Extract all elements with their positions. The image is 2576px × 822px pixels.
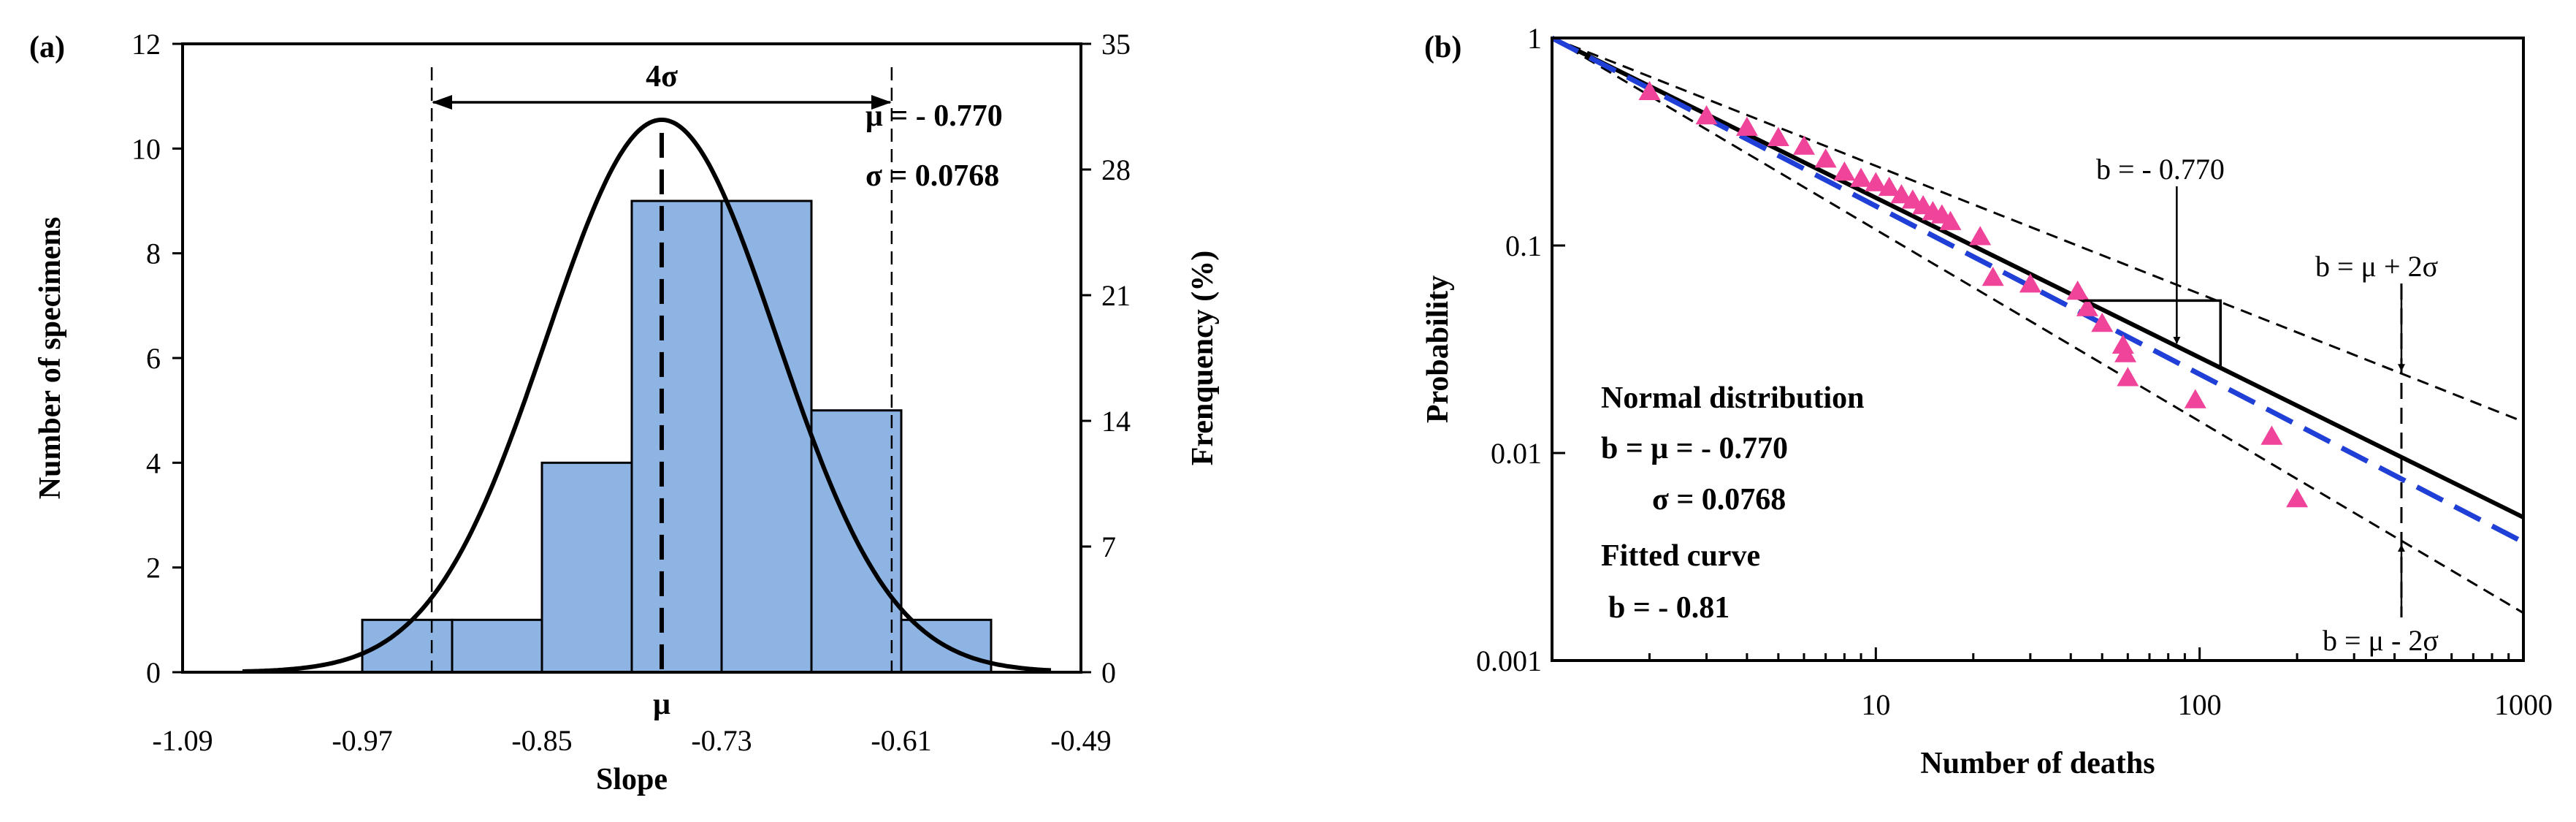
b-lower-annotation: b = μ - 2σ [2323,624,2439,657]
normal-distribution-curve [242,118,1052,674]
data-point-triangle [2076,297,2098,316]
normal-sigma-text: σ = 0.0768 [1652,483,1786,517]
data-point-triangle [2066,281,2089,300]
x-axis-ticks-log: 10 100 1000 [1551,647,2553,721]
y2-axis-label-a: Frenquency (%) [1186,251,1220,465]
data-points [1638,80,2309,508]
y-axis-label-b: Probability [1421,275,1455,423]
x-axis-label-b: Number of deaths [1920,747,2155,780]
data-point-triangle [1939,210,1962,230]
x-tick-label: -0.85 [511,724,572,757]
data-point-triangle [1735,116,1758,136]
data-point-triangle [2184,389,2206,408]
normal-b-text: b = μ = - 0.770 [1601,432,1788,465]
x-tick-label: -0.49 [1050,724,1111,757]
data-point-triangle [1850,167,1873,187]
x-tick-label: -0.61 [871,724,931,757]
upper-line [1551,37,2524,423]
panel-a-label: (a) [29,31,65,64]
b-upper-annotation: b = μ + 2σ [2315,250,2438,283]
mu-value-text: μ = - 0.770 [865,99,1003,133]
data-point-triangle [1814,148,1837,168]
histogram-bars [361,199,993,674]
x-tick-label: 100 [2178,688,2222,721]
sigma-value-text: σ = 0.0768 [865,159,999,193]
y-tick-label: 6 [146,342,161,375]
y-axis-label-a: Number of specimens [34,217,67,500]
y-tick-label: 12 [131,28,161,61]
histogram-bar [451,618,543,674]
histogram-bar [540,461,633,674]
slope-triangle [2084,299,2222,368]
b-mean-annotation: b = - 0.770 [2096,153,2225,186]
histogram-bar [630,199,723,674]
y-tick-label: 1 [1527,22,1542,55]
y2-tick-label: 21 [1101,279,1131,312]
y2-tick-label: 35 [1101,28,1131,61]
x-tick-label: -0.97 [332,724,392,757]
y2-tick-label: 28 [1101,153,1131,186]
loglog-panel: (b) 10 100 1000 10.10.010.001 b = - 0.770 … [1421,22,2553,780]
y-axis-ticks: 0 2 4 6 8 10 12 [131,28,183,689]
y-tick-label: 0.001 [1476,644,1542,677]
mu-axis-label: μ [653,688,670,721]
data-point-triangle [1969,226,1992,246]
x-axis-ticks: -1.09 -0.97 -0.85 -0.73 -0.61 -0.49 [152,662,1112,757]
x-tick-label: -1.09 [152,724,213,757]
y-tick-label: 0 [146,656,161,689]
x-axis-label-a: Slope [596,763,668,796]
x-tick-label: -0.73 [691,724,752,757]
lower-line [1551,37,2524,614]
mean-line [1551,36,2525,520]
data-point-triangle [2114,343,2137,362]
x-tick-label: 1000 [2494,688,2553,721]
data-point-triangle [1695,104,1718,125]
data-point-triangle [1767,126,1789,146]
y-tick-label: 8 [146,237,161,270]
histogram-panel: (a) 4σ μ = - 0.770 σ = 0.0768 μ -1.09 -0.… [29,28,1220,796]
data-point-triangle [2286,488,2309,508]
y-tick-label: 0.1 [1505,229,1542,262]
plot-frame-b [1551,37,2525,662]
histogram-bar [720,199,813,674]
data-point-triangle [1981,266,2004,286]
data-point-triangle [1890,183,1913,204]
data-point-triangle [1638,80,1661,100]
y-tick-label: 2 [146,552,161,585]
y-tick-label: 0.01 [1491,437,1542,470]
data-point-triangle [1792,135,1815,155]
x-tick-label: 10 [1861,688,1890,721]
data-point-triangle [1865,172,1887,191]
y2-tick-label: 14 [1101,405,1131,438]
normal-distribution-title: Normal distribution [1601,381,1865,415]
fitted-curve-title: Fitted curve [1601,539,1760,573]
y-axis-ticks-log: 1 0.1 0.01 0.001 [1476,22,1565,677]
fitted-b-text: b = - 0.81 [1608,591,1730,625]
panel-b-label: (b) [1424,31,1461,64]
data-point-triangle [1833,161,1856,181]
four-sigma-label: 4σ [646,60,678,94]
data-point-triangle [2117,367,2139,387]
y2-axis-ticks: 0 7 14 21 28 35 [1081,28,1131,689]
data-point-triangle [2019,273,2041,293]
data-point-triangle [2260,425,2283,445]
y2-tick-label: 7 [1101,530,1116,563]
y-tick-label: 4 [146,446,161,479]
data-point-triangle [1878,176,1900,197]
y2-tick-label: 0 [1101,656,1116,689]
y-tick-label: 10 [131,132,161,165]
data-point-triangle [2091,312,2114,332]
